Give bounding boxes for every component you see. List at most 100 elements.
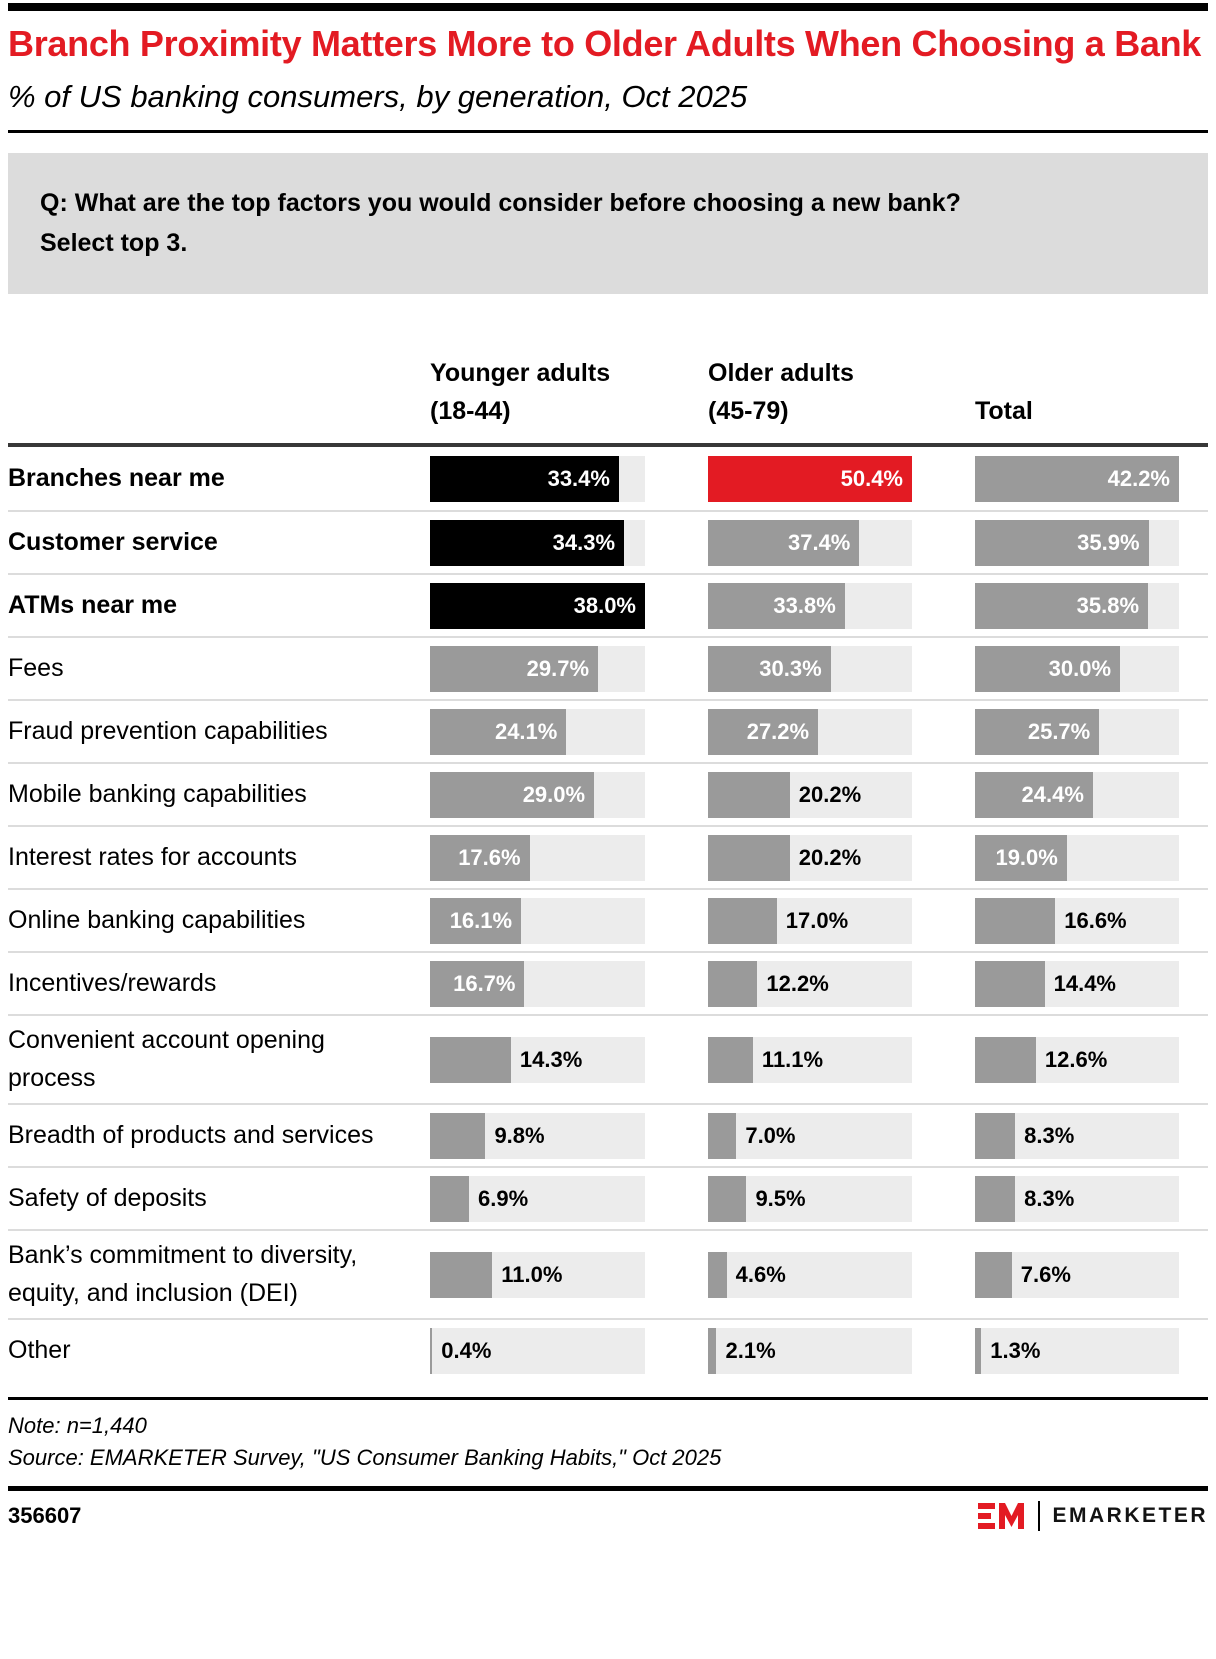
- row-label: Fraud prevention capabilities: [8, 716, 328, 745]
- bar-fill: [708, 771, 790, 818]
- bar-track: 2.1%: [708, 1327, 912, 1374]
- bar-fill: [430, 1112, 486, 1159]
- bar-track: 29.0%: [430, 771, 645, 818]
- bar-value: 33.8%: [773, 592, 836, 618]
- bar-track: 35.8%: [975, 582, 1179, 629]
- bar-track: 20.2%: [708, 771, 912, 818]
- bar-fill: [708, 1112, 737, 1159]
- bar-fill: [430, 1251, 493, 1298]
- table-row: Customer service 34.3% 37.4% 35.9%: [8, 510, 1208, 573]
- page-title: Branch Proximity Matters More to Older A…: [8, 23, 1202, 64]
- bar-value: 35.8%: [1076, 592, 1140, 618]
- bar-track: 17.6%: [430, 834, 645, 881]
- bar-value: 0.4%: [441, 1337, 492, 1363]
- bar-track: 16.7%: [430, 960, 645, 1007]
- row-label: Branches near me: [8, 463, 225, 492]
- bar-fill: [975, 960, 1045, 1007]
- bar-value: 24.1%: [494, 718, 558, 744]
- bar-value: 19.0%: [995, 844, 1058, 870]
- bar-value: 42.2%: [1107, 465, 1170, 491]
- row-label: Interest rates for accounts: [8, 842, 298, 871]
- bar-fill: [975, 1327, 982, 1374]
- column-header-line: Total: [975, 397, 1033, 426]
- bar-track: 19.0%: [975, 834, 1179, 881]
- bar-track: 37.4%: [708, 519, 912, 566]
- bar-fill: 25.7%: [975, 708, 1100, 755]
- bar-track: 8.3%: [975, 1175, 1179, 1222]
- bar-value: 25.7%: [1027, 718, 1091, 744]
- column-header-line: Younger adults: [430, 358, 611, 387]
- bar-fill: 16.7%: [430, 960, 525, 1007]
- bar-track: 14.4%: [975, 960, 1179, 1007]
- bar-fill: [708, 1327, 717, 1374]
- bar-track: 27.2%: [708, 708, 912, 755]
- bar-track: 25.7%: [975, 708, 1179, 755]
- bar-value: 11.1%: [761, 1046, 824, 1072]
- bar-value: 8.3%: [1024, 1185, 1075, 1211]
- bar-fill: 34.3%: [430, 519, 625, 566]
- bar-fill: 24.4%: [975, 771, 1093, 818]
- bar-value: 37.4%: [787, 529, 851, 555]
- row-label: Incentives/rewards: [8, 968, 217, 997]
- source-text: Source: EMARKETER Survey, "US Consumer B…: [8, 1445, 722, 1471]
- bar-fill: 38.0%: [430, 582, 645, 629]
- column-header: Older adults (45-79): [708, 354, 912, 432]
- row-label: Mobile banking capabilities: [8, 779, 307, 808]
- bar-fill: [430, 1036, 511, 1083]
- bar-value: 2.1%: [725, 1337, 776, 1363]
- bar-track: 30.3%: [708, 645, 912, 692]
- bar-fill: 19.0%: [975, 834, 1067, 881]
- footer-row: 356607 EMARKETER: [8, 1500, 1208, 1531]
- table-row: Incentives/rewards 16.7% 12.2% 14.4%: [8, 951, 1208, 1014]
- bar-track: 9.5%: [708, 1175, 912, 1222]
- bar-track: 16.1%: [430, 897, 645, 944]
- top-accent-bar: [8, 3, 1208, 11]
- bar-fill: [708, 834, 790, 881]
- bar-value: 12.6%: [1044, 1046, 1108, 1072]
- bar-track: 4.6%: [708, 1251, 912, 1298]
- emarketer-logo-icon: [978, 1502, 1025, 1529]
- bar-track: 7.0%: [708, 1112, 912, 1159]
- bar-fill: 33.4%: [430, 455, 619, 502]
- bar-track: 33.4%: [430, 455, 645, 502]
- bar-fill: [975, 897, 1056, 944]
- bar-value: 38.0%: [573, 592, 636, 618]
- bar-fill: 37.4%: [708, 519, 860, 566]
- row-label: Convenient account opening process: [8, 1026, 325, 1092]
- bar-track: 8.3%: [975, 1112, 1179, 1159]
- note-text: Note: n=1,440: [8, 1413, 147, 1439]
- column-header: Total: [975, 392, 1179, 431]
- bar-value: 30.3%: [759, 655, 822, 681]
- bar-track: 35.9%: [975, 519, 1179, 566]
- bar-value: 12.2%: [766, 970, 829, 996]
- table-row: ATMs near me 38.0% 33.8% 35.8%: [8, 573, 1208, 636]
- bar-fill: 29.7%: [430, 645, 599, 692]
- row-label: Customer service: [8, 527, 218, 556]
- bar-value: 17.0%: [785, 907, 849, 933]
- bar-fill: 16.1%: [430, 897, 522, 944]
- bar-value: 33.4%: [547, 465, 610, 491]
- bar-value: 9.5%: [755, 1185, 806, 1211]
- bar-fill: [975, 1112, 1016, 1159]
- table-row: Bank’s commitment to diversity, equity, …: [8, 1229, 1208, 1318]
- logo-divider: [1038, 1500, 1041, 1531]
- bar-value: 34.3%: [552, 529, 616, 555]
- bar-track: 0.4%: [430, 1327, 645, 1374]
- bar-value: 20.2%: [798, 781, 862, 807]
- table-row: Fraud prevention capabilities 24.1% 27.2% 2…: [8, 699, 1208, 762]
- bar-fill: [430, 1175, 470, 1222]
- bar-track: 17.0%: [708, 897, 912, 944]
- bar-track: 12.6%: [975, 1036, 1179, 1083]
- bar-track: 11.0%: [430, 1251, 645, 1298]
- bar-value: 30.0%: [1048, 655, 1112, 681]
- bar-fill: 17.6%: [430, 834, 530, 881]
- bar-fill: 27.2%: [708, 708, 819, 755]
- page-subtitle: % of US banking consumers, by generation…: [8, 78, 748, 114]
- bar-fill: [975, 1175, 1016, 1222]
- header-divider: [8, 129, 1208, 133]
- row-label: Bank’s commitment to diversity, equity, …: [8, 1241, 358, 1307]
- bar-fill: [430, 1327, 433, 1374]
- bar-track: 38.0%: [430, 582, 645, 629]
- bar-value: 17.6%: [458, 844, 521, 870]
- bar-value: 27.2%: [746, 718, 810, 744]
